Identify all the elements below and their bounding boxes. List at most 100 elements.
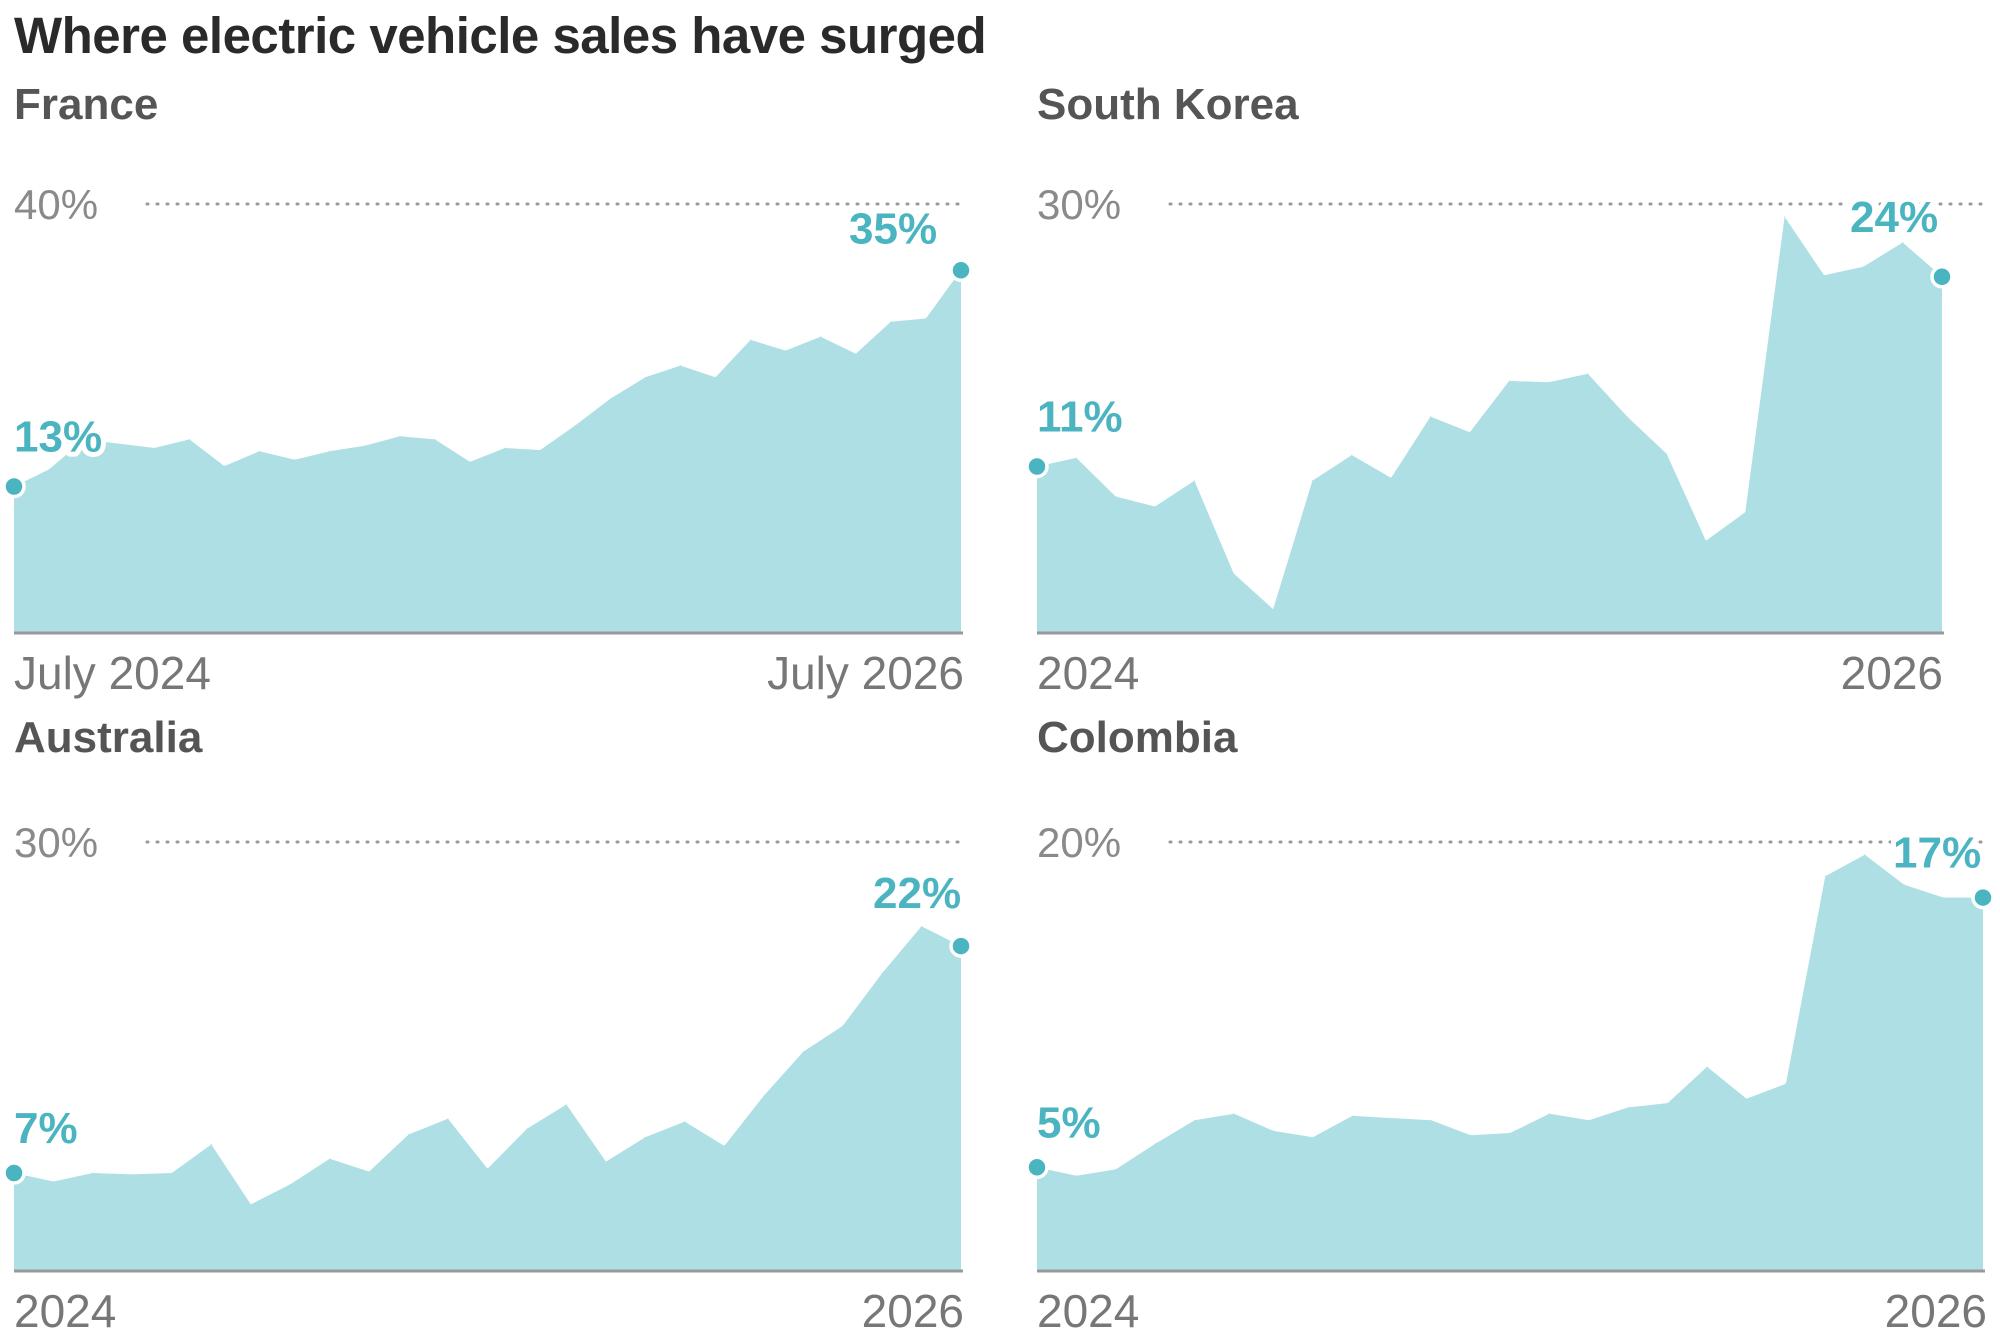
- x-tick-label: July 2026: [767, 647, 964, 699]
- data-point: [1588, 1119, 1590, 1121]
- start-marker: [1025, 454, 1049, 479]
- data-point: [289, 1183, 291, 1185]
- data-point: [925, 318, 927, 319]
- data-point: [715, 376, 716, 378]
- data-point: [1469, 431, 1471, 433]
- y-tick-label: 30%: [14, 819, 98, 866]
- x-tick-label: July 2024: [14, 647, 211, 699]
- data-point: [1391, 1117, 1393, 1119]
- data-point: [1744, 511, 1746, 513]
- data-point: [368, 1171, 370, 1173]
- data-point: [1705, 540, 1707, 542]
- end-marker: [1930, 265, 1954, 289]
- data-point: [504, 447, 506, 449]
- data-point: [1785, 1083, 1787, 1085]
- panel-title: Australia: [14, 713, 203, 762]
- data-point: [855, 353, 857, 355]
- data-point: [1666, 453, 1668, 455]
- data-point: [1746, 1098, 1747, 1100]
- data-point: [881, 972, 883, 974]
- data-point: [1470, 1134, 1472, 1136]
- data-point: [487, 1168, 488, 1170]
- y-tick-label: 20%: [1037, 819, 1121, 866]
- data-point: [1272, 608, 1274, 610]
- data-point: [1509, 1132, 1511, 1134]
- start-value-label: 13%: [14, 412, 102, 461]
- data-point: [1075, 457, 1077, 459]
- data-point: [1862, 266, 1864, 268]
- panel-title: South Korea: [1037, 80, 1299, 129]
- data-point: [210, 1144, 212, 1145]
- data-point: [820, 336, 822, 338]
- data-point: [609, 398, 611, 400]
- start-value-label: 11%: [1037, 393, 1123, 442]
- data-point: [574, 425, 576, 426]
- data-point: [259, 450, 260, 452]
- data-point: [469, 461, 471, 463]
- data-point: [118, 443, 120, 445]
- data-point: [763, 1095, 765, 1097]
- data-point: [644, 1136, 646, 1138]
- data-point: [750, 339, 752, 341]
- series-area: [14, 926, 961, 1270]
- data-point: [1902, 242, 1904, 243]
- x-tick-label: 2026: [1841, 647, 1943, 699]
- panel-australia: Australia 30% 2024 2026 7% 22%: [2, 713, 974, 1333]
- data-point: [83, 438, 85, 440]
- series-area: [1037, 216, 1942, 633]
- data-point: [1548, 381, 1549, 383]
- data-point: [1115, 1168, 1117, 1170]
- end-value-label: 24%: [1850, 193, 1938, 242]
- data-point: [1627, 1106, 1629, 1108]
- data-point: [1548, 1113, 1550, 1115]
- x-tick-label: 2024: [14, 1285, 116, 1333]
- start-marker: [1025, 1155, 1049, 1180]
- data-point: [1115, 496, 1117, 497]
- data-point: [1075, 1175, 1077, 1177]
- data-point: [1233, 1113, 1235, 1115]
- x-tick-label: 2026: [1885, 1285, 1987, 1333]
- data-point: [294, 459, 296, 461]
- panel-france: France 40% July 2024 July 2026 13% 35%: [2, 80, 974, 699]
- y-tick-label: 30%: [1037, 181, 1121, 228]
- data-point: [1194, 1119, 1196, 1121]
- data-point: [1311, 480, 1313, 482]
- data-point: [250, 1203, 252, 1205]
- data-point: [842, 1025, 844, 1027]
- x-tick-label: 2024: [1037, 647, 1139, 699]
- data-point: [53, 1181, 54, 1182]
- data-point: [188, 438, 190, 440]
- data-point: [802, 1051, 804, 1053]
- x-tick-label: 2024: [1037, 1285, 1139, 1333]
- data-point: [1233, 573, 1235, 574]
- panel-title: France: [14, 80, 159, 129]
- y-tick-label: 40%: [14, 181, 98, 228]
- data-point: [1430, 416, 1431, 418]
- data-point: [1154, 1143, 1156, 1145]
- data-point: [644, 376, 646, 378]
- data-point: [1823, 274, 1825, 276]
- data-point: [1667, 1102, 1669, 1104]
- data-point: [48, 468, 50, 470]
- series-area: [1037, 854, 1983, 1270]
- end-value-label: 35%: [849, 204, 937, 253]
- data-point: [1903, 884, 1905, 886]
- x-tick-label: 2026: [862, 1285, 964, 1333]
- data-point: [329, 450, 331, 452]
- data-point: [1351, 1115, 1353, 1117]
- data-point: [153, 447, 155, 449]
- data-point: [364, 445, 366, 447]
- data-point: [1193, 480, 1195, 482]
- data-point: [329, 1158, 331, 1160]
- data-point: [131, 1173, 133, 1175]
- data-point: [1390, 477, 1392, 479]
- data-point: [1351, 454, 1353, 456]
- data-point: [1154, 506, 1156, 507]
- end-marker: [1971, 885, 1995, 910]
- start-value-label: 7%: [14, 1104, 78, 1153]
- data-point: [92, 1172, 94, 1174]
- data-point: [1587, 373, 1589, 375]
- data-point: [1706, 1066, 1708, 1068]
- data-point: [223, 465, 225, 467]
- start-marker: [2, 1161, 26, 1185]
